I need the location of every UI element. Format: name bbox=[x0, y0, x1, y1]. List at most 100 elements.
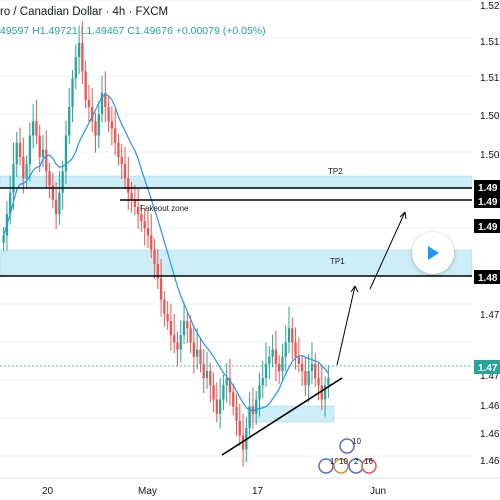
ohlc-values: 49597 H1.49721 L1.49467 C1.49676 +0.0007… bbox=[0, 25, 266, 37]
candle-body bbox=[291, 328, 294, 343]
candle-body bbox=[18, 142, 22, 157]
price-tick: 1.50 bbox=[480, 150, 500, 161]
candle-body bbox=[51, 185, 54, 200]
candle-body bbox=[35, 121, 38, 136]
candle-body bbox=[320, 385, 323, 400]
event-count: 16 bbox=[364, 457, 373, 466]
candle-body bbox=[110, 121, 114, 129]
candle-body bbox=[264, 363, 268, 379]
candle-body bbox=[146, 228, 150, 236]
candle-body bbox=[212, 385, 215, 400]
candle-body bbox=[68, 107, 71, 136]
projection-arrow-tp1[interactable] bbox=[336, 285, 356, 366]
play-button[interactable] bbox=[412, 232, 454, 274]
price-tag-box bbox=[474, 270, 500, 284]
candle-body bbox=[215, 399, 218, 414]
price-tag: 1.47 bbox=[478, 363, 498, 374]
price-tag: 1.49 bbox=[478, 222, 498, 233]
support-trendline[interactable] bbox=[221, 377, 343, 456]
candle-body bbox=[94, 121, 97, 136]
candle-body bbox=[189, 328, 192, 343]
candle-body bbox=[258, 385, 261, 400]
candle-body bbox=[143, 221, 146, 229]
candle-body bbox=[12, 164, 15, 193]
price-axis[interactable]: 1.52 1.51 1.51 1.50 1.50 1.47 1.47 1.46 … bbox=[472, 0, 500, 478]
chart-title: ro / Canadian Dollar · 4h · FXCM bbox=[0, 6, 169, 18]
candle-body bbox=[192, 342, 196, 357]
price-tick: 1.47 bbox=[480, 310, 500, 321]
candle-body bbox=[310, 363, 314, 371]
candle-body bbox=[284, 342, 287, 357]
price-tick: 1.50 bbox=[480, 111, 500, 122]
event-count: 10 bbox=[339, 457, 348, 466]
candle-body bbox=[25, 164, 28, 179]
price-tag: 1.49 bbox=[478, 183, 498, 194]
candle-body bbox=[127, 178, 130, 193]
candle-body bbox=[209, 370, 212, 386]
price-tag-box bbox=[474, 360, 500, 374]
event-markers[interactable]: 10 10 10 2 16 bbox=[318, 437, 377, 474]
event-icon[interactable] bbox=[333, 458, 349, 474]
candle-body bbox=[261, 378, 264, 386]
candle-body bbox=[15, 142, 18, 165]
candle-body bbox=[130, 192, 133, 200]
event-icon[interactable] bbox=[361, 458, 377, 474]
candle-body bbox=[61, 171, 64, 193]
price-tick: 1.46 bbox=[480, 429, 500, 440]
candle-body bbox=[248, 406, 251, 429]
candle-body bbox=[255, 399, 258, 414]
event-icon[interactable] bbox=[318, 458, 334, 474]
candle-body bbox=[218, 399, 222, 414]
candle-body bbox=[307, 370, 310, 386]
candle-body bbox=[100, 92, 104, 115]
candle-body bbox=[169, 321, 173, 336]
candle-body bbox=[150, 235, 153, 250]
candle-body bbox=[123, 164, 127, 179]
candle-body bbox=[278, 363, 281, 371]
candle-body bbox=[120, 156, 123, 165]
candle-body bbox=[156, 263, 159, 279]
price-tag: 1.48 bbox=[478, 273, 498, 284]
price-tick: 1.51 bbox=[480, 73, 500, 84]
price-tick: 1.46 bbox=[480, 456, 500, 467]
candle-body bbox=[81, 42, 84, 72]
price-tick: 1.52 bbox=[480, 1, 500, 12]
projection-arrow-tp2[interactable] bbox=[369, 211, 406, 290]
candles bbox=[2, 21, 330, 467]
event-icon[interactable] bbox=[339, 438, 355, 454]
moving-average-line bbox=[3, 93, 329, 412]
time-label: May bbox=[138, 486, 157, 497]
candle-body bbox=[271, 349, 274, 357]
time-axis[interactable]: 20 May 17 Jun bbox=[0, 477, 500, 500]
candle-body bbox=[294, 342, 297, 357]
candle-body bbox=[64, 135, 68, 172]
support-zone[interactable] bbox=[247, 405, 335, 423]
candle-body bbox=[32, 121, 35, 136]
tp2-zone[interactable] bbox=[0, 175, 473, 189]
price-tick: 1.46 bbox=[480, 401, 500, 412]
candle-body bbox=[173, 335, 176, 343]
tp2-label: TP2 bbox=[328, 167, 343, 176]
candle-body bbox=[136, 206, 140, 215]
candle-body bbox=[87, 99, 91, 108]
tp1-zone[interactable] bbox=[0, 249, 473, 277]
candle-body bbox=[91, 107, 94, 122]
candle-body bbox=[179, 335, 182, 350]
candle-body bbox=[159, 278, 163, 300]
price-tag-box bbox=[474, 219, 500, 233]
candle-body bbox=[182, 321, 186, 336]
arrow-head-tp1 bbox=[350, 285, 359, 293]
candle-body bbox=[133, 199, 136, 207]
candle-body bbox=[232, 392, 235, 407]
candle-body bbox=[107, 107, 110, 122]
candle-body bbox=[2, 235, 5, 243]
candle-body bbox=[287, 328, 291, 343]
candle-body bbox=[163, 299, 166, 314]
price-tick: 1.51 bbox=[480, 37, 500, 48]
candle-body bbox=[300, 363, 304, 371]
candle-body bbox=[176, 342, 179, 350]
candle-body bbox=[58, 192, 61, 215]
candle-body bbox=[297, 356, 300, 364]
candle-body bbox=[97, 114, 100, 136]
